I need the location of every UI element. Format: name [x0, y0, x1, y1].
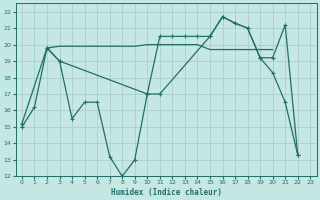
- X-axis label: Humidex (Indice chaleur): Humidex (Indice chaleur): [111, 188, 221, 197]
